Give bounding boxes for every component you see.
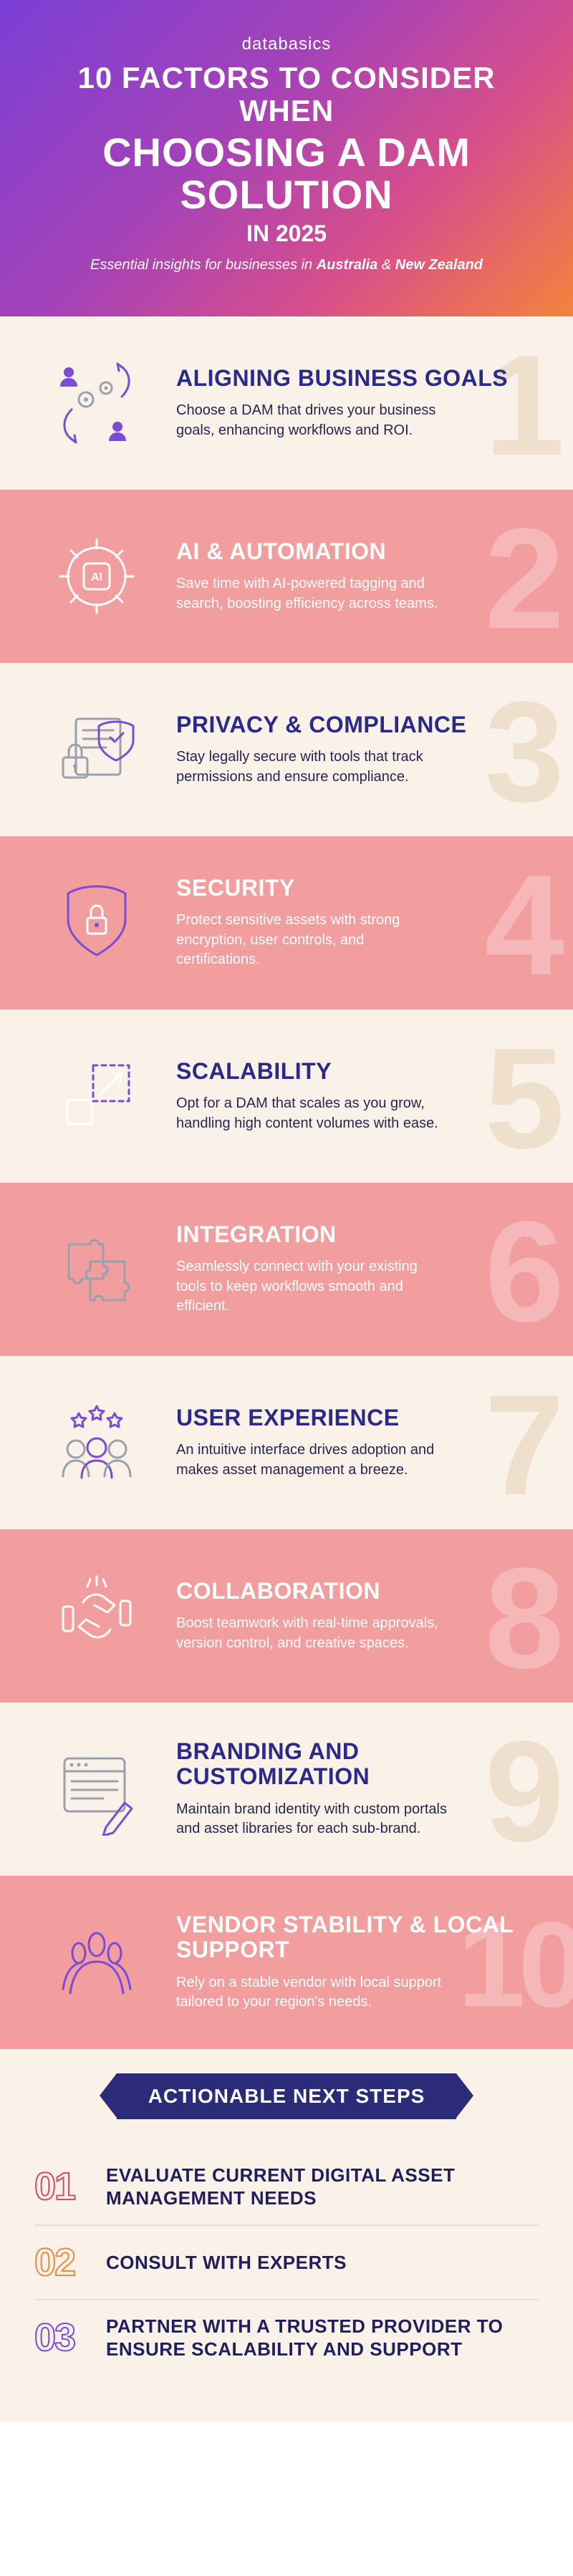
- factor-title: SCALABILITY: [176, 1059, 537, 1084]
- hero-sub-au: Australia: [317, 257, 378, 273]
- hero-header: databasics 10 FACTORS TO CONSIDER WHEN C…: [0, 0, 573, 316]
- factor-1: ALIGNING BUSINESS GOALS Choose a DAM that…: [0, 316, 573, 490]
- ribbon-label: ACTIONABLE NEXT STEPS: [117, 2073, 457, 2119]
- step-row: 03PARTNER WITH A TRUSTED PROVIDER TO ENS…: [34, 2300, 539, 2376]
- hero-year: 2025: [276, 221, 327, 246]
- factor-text: USER EXPERIENCE An intuitive interface dr…: [150, 1405, 537, 1480]
- step-label: CONSULT WITH EXPERTS: [106, 2251, 347, 2275]
- ai-gear-icon: [43, 523, 150, 630]
- factor-4: SECURITY Protect sensitive assets with st…: [0, 836, 573, 1009]
- step-label: EVALUATE CURRENT DIGITAL ASSET MANAGEMEN…: [106, 2164, 539, 2210]
- factor-text: ALIGNING BUSINESS GOALS Choose a DAM that…: [150, 366, 537, 440]
- hero-sub-amp: &: [377, 257, 395, 273]
- hero-sub-nz: New Zealand: [395, 257, 483, 273]
- factor-title: VENDOR STABILITY & LOCAL SUPPORT: [176, 1912, 537, 1962]
- factor-10: VENDOR STABILITY & LOCAL SUPPORT Rely on …: [0, 1876, 573, 2049]
- hero-sub-prefix: Essential insights for businesses in: [90, 257, 317, 273]
- factor-title: BRANDING AND CUSTOMIZATION: [176, 1739, 537, 1789]
- scale-arrow-icon: [43, 1042, 150, 1150]
- factor-desc: Seamlessly connect with your existing to…: [176, 1257, 448, 1317]
- puzzle-icon: [43, 1216, 150, 1323]
- shield-lock-icon: [43, 869, 150, 977]
- step-row: 01EVALUATE CURRENT DIGITAL ASSET MANAGEM…: [34, 2149, 539, 2226]
- factor-desc: Stay legally secure with tools that trac…: [176, 747, 448, 787]
- factor-desc: Boost teamwork with real-time approvals,…: [176, 1614, 448, 1653]
- ux-people-icon: [43, 1389, 150, 1496]
- factor-6: INTEGRATION Seamlessly connect with your …: [0, 1183, 573, 1356]
- collab-hands-icon: [43, 1562, 150, 1670]
- brand-text: databasics: [29, 34, 544, 54]
- branding-window-icon: [43, 1735, 150, 1843]
- hero-subtitle: Essential insights for businesses in Aus…: [29, 257, 544, 273]
- factor-2: AI & AUTOMATION Save time with AI-powered…: [0, 490, 573, 663]
- factor-text: BRANDING AND CUSTOMIZATION Maintain brand…: [150, 1739, 537, 1839]
- factor-text: VENDOR STABILITY & LOCAL SUPPORT Rely on …: [150, 1912, 537, 2013]
- factor-text: COLLABORATION Boost teamwork with real-ti…: [150, 1579, 537, 1653]
- factor-5: SCALABILITY Opt for a DAM that scales as …: [0, 1009, 573, 1183]
- hero-line-1: 10 FACTORS TO CONSIDER: [29, 62, 544, 95]
- factor-text: SCALABILITY Opt for a DAM that scales as …: [150, 1059, 537, 1133]
- factor-title: PRIVACY & COMPLIANCE: [176, 712, 537, 737]
- align-goals-icon: [43, 349, 150, 457]
- hero-line-5: IN 2025: [29, 221, 544, 247]
- step-number: 01: [34, 2164, 106, 2209]
- factors-list: ALIGNING BUSINESS GOALS Choose a DAM that…: [0, 316, 573, 2049]
- hero-line-4: SOLUTION: [29, 174, 544, 216]
- factor-desc: Save time with AI-powered tagging and se…: [176, 574, 448, 614]
- factor-desc: Maintain brand identity with custom port…: [176, 1800, 448, 1839]
- factor-3: PRIVACY & COMPLIANCE Stay legally secure …: [0, 663, 573, 836]
- factor-title: USER EXPERIENCE: [176, 1405, 537, 1430]
- factor-title: INTEGRATION: [176, 1222, 537, 1247]
- factor-7: USER EXPERIENCE An intuitive interface dr…: [0, 1356, 573, 1529]
- next-steps-list: 01EVALUATE CURRENT DIGITAL ASSET MANAGEM…: [0, 2134, 573, 2421]
- privacy-doc-icon: [43, 696, 150, 803]
- factor-9: BRANDING AND CUSTOMIZATION Maintain brand…: [0, 1703, 573, 1876]
- factor-8: COLLABORATION Boost teamwork with real-ti…: [0, 1529, 573, 1703]
- factor-desc: Rely on a stable vendor with local suppo…: [176, 1973, 448, 2013]
- step-label: PARTNER WITH A TRUSTED PROVIDER TO ENSUR…: [106, 2315, 539, 2361]
- factor-text: SECURITY Protect sensitive assets with st…: [150, 876, 537, 970]
- hero-line-3: CHOOSING A DAM: [29, 132, 544, 174]
- factor-text: AI & AUTOMATION Save time with AI-powered…: [150, 539, 537, 614]
- factor-desc: An intuitive interface drives adoption a…: [176, 1440, 448, 1480]
- hero-line-2: WHEN: [29, 95, 544, 127]
- vendor-people-icon: [43, 1909, 150, 2016]
- factor-desc: Protect sensitive assets with strong enc…: [176, 911, 448, 970]
- next-steps-header: ACTIONABLE NEXT STEPS: [0, 2049, 573, 2134]
- step-number: 03: [34, 2315, 106, 2360]
- step-number: 02: [34, 2240, 106, 2285]
- factor-desc: Opt for a DAM that scales as you grow, h…: [176, 1094, 448, 1133]
- factor-title: AI & AUTOMATION: [176, 539, 537, 564]
- factor-title: ALIGNING BUSINESS GOALS: [176, 366, 537, 391]
- factor-text: PRIVACY & COMPLIANCE Stay legally secure …: [150, 712, 537, 787]
- factor-title: COLLABORATION: [176, 1579, 537, 1604]
- hero-in-prefix: IN: [246, 221, 276, 246]
- factor-text: INTEGRATION Seamlessly connect with your …: [150, 1222, 537, 1317]
- step-row: 02CONSULT WITH EXPERTS: [34, 2226, 539, 2300]
- factor-title: SECURITY: [176, 876, 537, 901]
- factor-desc: Choose a DAM that drives your business g…: [176, 401, 448, 440]
